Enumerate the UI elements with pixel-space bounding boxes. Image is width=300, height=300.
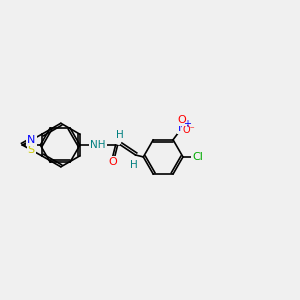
Text: O⁻: O⁻ — [182, 125, 195, 135]
Text: +: + — [183, 119, 191, 129]
Text: H: H — [116, 130, 123, 140]
Text: O: O — [178, 115, 186, 125]
Text: NH: NH — [90, 140, 106, 150]
Text: O: O — [108, 157, 117, 167]
Text: N: N — [178, 123, 186, 133]
Text: Cl: Cl — [192, 152, 203, 162]
Text: N: N — [27, 135, 35, 145]
Text: H: H — [130, 160, 137, 170]
Text: S: S — [28, 145, 35, 155]
